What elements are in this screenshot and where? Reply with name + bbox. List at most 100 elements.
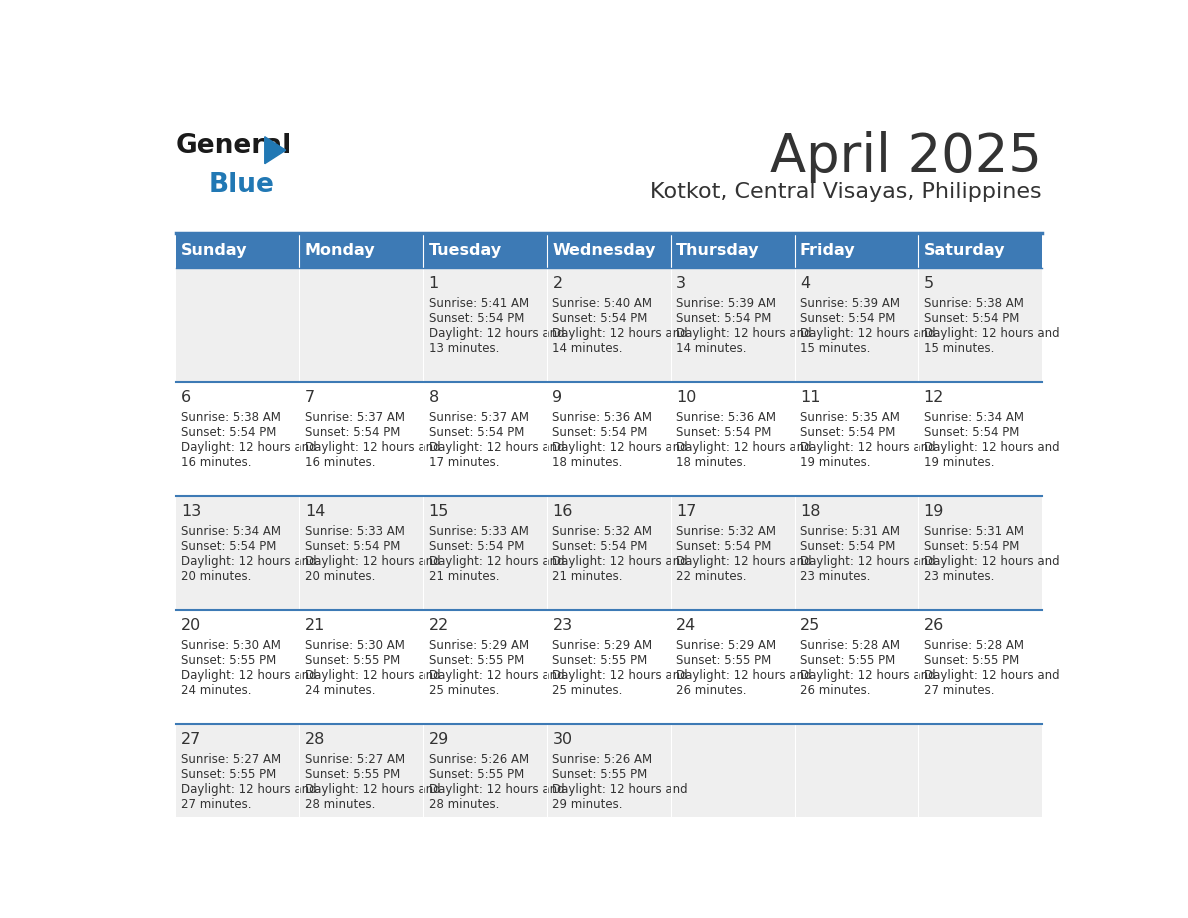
Text: 15 minutes.: 15 minutes. <box>924 342 994 355</box>
Text: Kotkot, Central Visayas, Philippines: Kotkot, Central Visayas, Philippines <box>651 182 1042 202</box>
Text: Sunrise: 5:29 AM: Sunrise: 5:29 AM <box>676 639 776 652</box>
Text: Sunset: 5:55 PM: Sunset: 5:55 PM <box>552 768 647 781</box>
Text: 5: 5 <box>924 275 934 291</box>
Text: 8: 8 <box>429 389 438 405</box>
Text: 29: 29 <box>429 732 449 746</box>
Text: Daylight: 12 hours and: Daylight: 12 hours and <box>181 783 317 796</box>
Text: 26 minutes.: 26 minutes. <box>676 684 747 697</box>
Text: Sunset: 5:55 PM: Sunset: 5:55 PM <box>552 655 647 667</box>
Text: Daylight: 12 hours and: Daylight: 12 hours and <box>429 555 564 568</box>
Text: 29 minutes.: 29 minutes. <box>552 798 623 812</box>
Text: 19 minutes.: 19 minutes. <box>924 456 994 469</box>
Text: Sunset: 5:54 PM: Sunset: 5:54 PM <box>552 426 647 439</box>
Text: Sunrise: 5:26 AM: Sunrise: 5:26 AM <box>552 753 652 767</box>
Text: Daylight: 12 hours and: Daylight: 12 hours and <box>676 442 811 454</box>
Text: Daylight: 12 hours and: Daylight: 12 hours and <box>429 328 564 341</box>
Text: Sunrise: 5:36 AM: Sunrise: 5:36 AM <box>552 411 652 424</box>
Text: 14: 14 <box>305 504 326 519</box>
Text: 28: 28 <box>305 732 326 746</box>
Text: Blue: Blue <box>209 172 274 197</box>
Text: Daylight: 12 hours and: Daylight: 12 hours and <box>924 328 1060 341</box>
Text: 18 minutes.: 18 minutes. <box>676 456 746 469</box>
Text: 19: 19 <box>924 504 944 519</box>
Text: Sunrise: 5:31 AM: Sunrise: 5:31 AM <box>924 525 1024 538</box>
Text: Monday: Monday <box>305 243 375 258</box>
Text: Sunday: Sunday <box>181 243 247 258</box>
Text: 27: 27 <box>181 732 201 746</box>
Text: 25 minutes.: 25 minutes. <box>429 684 499 697</box>
Text: Sunrise: 5:26 AM: Sunrise: 5:26 AM <box>429 753 529 767</box>
Text: 24 minutes.: 24 minutes. <box>305 684 375 697</box>
Text: Sunset: 5:54 PM: Sunset: 5:54 PM <box>800 312 896 325</box>
Text: Sunset: 5:54 PM: Sunset: 5:54 PM <box>676 312 771 325</box>
Text: Daylight: 12 hours and: Daylight: 12 hours and <box>552 442 688 454</box>
Text: 25: 25 <box>800 618 820 633</box>
Text: Daylight: 12 hours and: Daylight: 12 hours and <box>800 669 936 682</box>
Text: 13: 13 <box>181 504 201 519</box>
Text: 23 minutes.: 23 minutes. <box>924 570 994 583</box>
Text: Saturday: Saturday <box>924 243 1005 258</box>
Text: General: General <box>176 133 292 159</box>
Bar <box>176 724 1042 838</box>
Text: 9: 9 <box>552 389 562 405</box>
Text: April 2025: April 2025 <box>770 131 1042 183</box>
Text: 27 minutes.: 27 minutes. <box>924 684 994 697</box>
Text: Daylight: 12 hours and: Daylight: 12 hours and <box>181 669 317 682</box>
Text: Sunset: 5:55 PM: Sunset: 5:55 PM <box>305 655 400 667</box>
Text: Sunrise: 5:37 AM: Sunrise: 5:37 AM <box>429 411 529 424</box>
Text: 20 minutes.: 20 minutes. <box>181 570 252 583</box>
Text: Daylight: 12 hours and: Daylight: 12 hours and <box>305 442 441 454</box>
Text: Sunset: 5:54 PM: Sunset: 5:54 PM <box>676 426 771 439</box>
Text: Daylight: 12 hours and: Daylight: 12 hours and <box>429 783 564 796</box>
Text: Sunrise: 5:32 AM: Sunrise: 5:32 AM <box>676 525 776 538</box>
Text: Sunrise: 5:38 AM: Sunrise: 5:38 AM <box>924 297 1024 310</box>
Text: Sunrise: 5:32 AM: Sunrise: 5:32 AM <box>552 525 652 538</box>
Text: Sunset: 5:54 PM: Sunset: 5:54 PM <box>676 540 771 554</box>
Text: 10: 10 <box>676 389 696 405</box>
Text: Daylight: 12 hours and: Daylight: 12 hours and <box>181 555 317 568</box>
Text: Sunrise: 5:37 AM: Sunrise: 5:37 AM <box>305 411 405 424</box>
Text: Sunset: 5:54 PM: Sunset: 5:54 PM <box>924 426 1019 439</box>
Text: Wednesday: Wednesday <box>552 243 656 258</box>
Text: 17 minutes.: 17 minutes. <box>429 456 499 469</box>
Bar <box>423 233 546 268</box>
Text: 15 minutes.: 15 minutes. <box>800 342 871 355</box>
Text: 28 minutes.: 28 minutes. <box>429 798 499 812</box>
Text: Sunrise: 5:27 AM: Sunrise: 5:27 AM <box>181 753 282 767</box>
Text: Daylight: 12 hours and: Daylight: 12 hours and <box>181 442 317 454</box>
Text: Sunset: 5:54 PM: Sunset: 5:54 PM <box>924 540 1019 554</box>
Text: 30: 30 <box>552 732 573 746</box>
Text: 7: 7 <box>305 389 315 405</box>
Text: Sunset: 5:55 PM: Sunset: 5:55 PM <box>429 655 524 667</box>
Text: Daylight: 12 hours and: Daylight: 12 hours and <box>924 669 1060 682</box>
Text: 21 minutes.: 21 minutes. <box>429 570 499 583</box>
Text: Sunrise: 5:28 AM: Sunrise: 5:28 AM <box>800 639 901 652</box>
Bar <box>176 233 299 268</box>
Text: Sunset: 5:54 PM: Sunset: 5:54 PM <box>800 540 896 554</box>
Text: Daylight: 12 hours and: Daylight: 12 hours and <box>676 669 811 682</box>
Text: 14 minutes.: 14 minutes. <box>676 342 747 355</box>
Bar <box>918 233 1042 268</box>
Text: 22 minutes.: 22 minutes. <box>676 570 747 583</box>
Text: Sunrise: 5:33 AM: Sunrise: 5:33 AM <box>305 525 405 538</box>
Text: Sunrise: 5:39 AM: Sunrise: 5:39 AM <box>676 297 776 310</box>
Text: Sunset: 5:54 PM: Sunset: 5:54 PM <box>305 540 400 554</box>
Bar <box>299 233 423 268</box>
Text: Sunset: 5:54 PM: Sunset: 5:54 PM <box>429 426 524 439</box>
Text: 25 minutes.: 25 minutes. <box>552 684 623 697</box>
Text: Daylight: 12 hours and: Daylight: 12 hours and <box>800 442 936 454</box>
Text: Friday: Friday <box>800 243 855 258</box>
Text: 6: 6 <box>181 389 191 405</box>
Text: Daylight: 12 hours and: Daylight: 12 hours and <box>552 669 688 682</box>
Text: 26 minutes.: 26 minutes. <box>800 684 871 697</box>
Text: 20: 20 <box>181 618 201 633</box>
Text: 16 minutes.: 16 minutes. <box>181 456 252 469</box>
Text: Sunset: 5:55 PM: Sunset: 5:55 PM <box>305 768 400 781</box>
Text: Sunset: 5:55 PM: Sunset: 5:55 PM <box>676 655 771 667</box>
Text: Sunset: 5:54 PM: Sunset: 5:54 PM <box>429 312 524 325</box>
Text: 13 minutes.: 13 minutes. <box>429 342 499 355</box>
Text: 24 minutes.: 24 minutes. <box>181 684 252 697</box>
Text: Daylight: 12 hours and: Daylight: 12 hours and <box>429 442 564 454</box>
Text: Sunrise: 5:34 AM: Sunrise: 5:34 AM <box>924 411 1024 424</box>
Text: Thursday: Thursday <box>676 243 759 258</box>
